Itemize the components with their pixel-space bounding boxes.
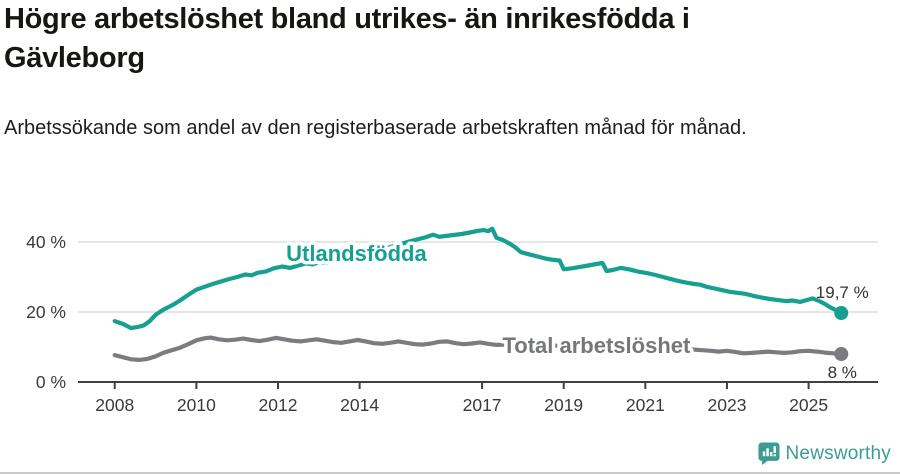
series-line-total: [112, 335, 844, 362]
x-tick-label: 2010: [177, 395, 216, 415]
chart-canvas: 0 % 20 % 40 % 2008 2010 2012 2014 2017 2019 2021 2…: [26, 226, 878, 415]
x-tick-label: 2025: [789, 395, 828, 415]
series-end-dot-utlandsfodda: [834, 306, 849, 321]
y-tick-label: 0 %: [36, 372, 66, 392]
y-tick-label: 40 %: [26, 232, 66, 252]
chart-subtitle: Arbetssökande som andel av den registerb…: [4, 117, 747, 139]
x-tick-label: 2012: [259, 395, 298, 415]
x-tick-label: 2021: [626, 395, 665, 415]
x-tick-label: 2023: [708, 395, 747, 415]
brand-name: Newsworthy: [785, 442, 891, 464]
line-chart: 0 % 20 % 40 % 2008 2010 2012 2014 2017 2019 2021 2…: [0, 195, 900, 435]
x-tick-label: 2008: [95, 395, 134, 415]
newsworthy-logo[interactable]: Newsworthy: [757, 442, 891, 465]
series-label-utlandsfodda: Utlandsfödda: [286, 241, 427, 266]
page-title: Högre arbetslöshet bland utrikes- än inr…: [4, 3, 690, 74]
x-tick-label: 2017: [463, 395, 502, 415]
series-end-dot-total: [834, 347, 849, 361]
end-value-label-utlandsfodda: 19,7 %: [816, 283, 869, 302]
y-tick-label: 20 %: [26, 302, 66, 322]
x-tick-label: 2014: [340, 395, 379, 415]
end-value-label-total: 8 %: [828, 363, 857, 382]
series-label-total: Total arbetslöshet: [502, 333, 691, 358]
x-tick-label: 2019: [544, 395, 583, 415]
series-line-utlandsfodda: [112, 226, 844, 331]
newsworthy-bubble-icon: [757, 442, 780, 465]
